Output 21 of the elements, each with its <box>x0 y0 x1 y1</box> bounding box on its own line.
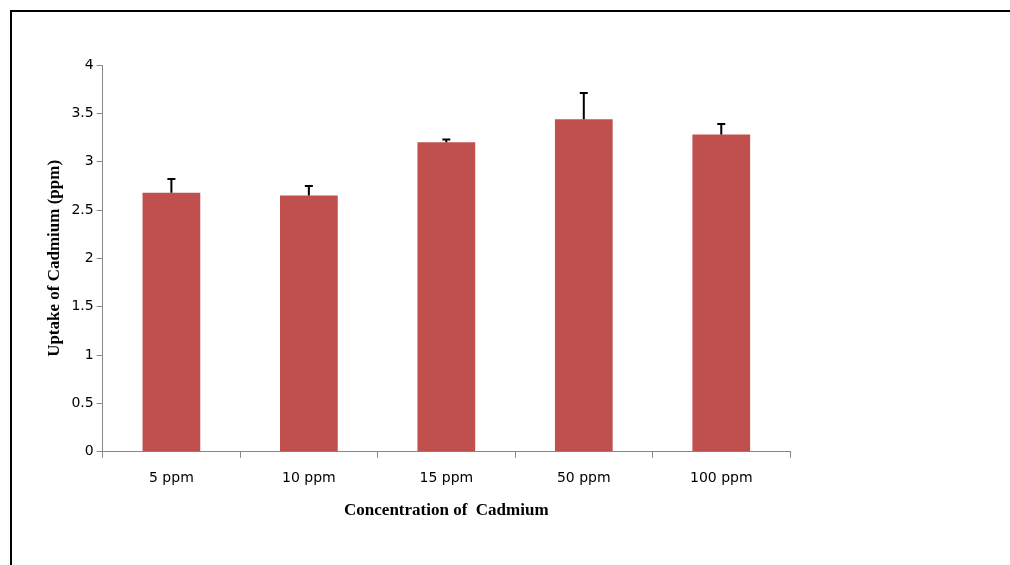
y-tick-label: 3.5 <box>71 103 94 120</box>
y-tick-label: 0 <box>84 442 94 459</box>
x-tick-label: 15 ppm <box>419 468 474 485</box>
x-tick-label: 50 ppm <box>556 468 611 485</box>
y-tick-label: 2 <box>84 249 94 266</box>
bar <box>142 192 201 452</box>
bar <box>417 142 476 452</box>
x-tick-label: 10 ppm <box>282 468 336 485</box>
y-tick-label: 3 <box>84 152 94 169</box>
y-tick-label: 1.5 <box>71 297 94 314</box>
y-tick-label: 1 <box>84 345 94 362</box>
bar <box>280 195 338 452</box>
y-axis-title: Uptake of Cadmium (ppm) <box>43 159 63 357</box>
bar <box>554 119 613 452</box>
x-axis-title: Concentration of Cadmium <box>344 500 549 520</box>
y-tick-label: 4 <box>84 55 94 72</box>
y-tick-label: 0.5 <box>71 394 94 411</box>
y-tick-label: 2.5 <box>71 200 94 217</box>
x-tick-label: 5 ppm <box>149 468 194 485</box>
bar <box>692 134 751 452</box>
x-tick-label: 100 ppm <box>689 468 753 485</box>
